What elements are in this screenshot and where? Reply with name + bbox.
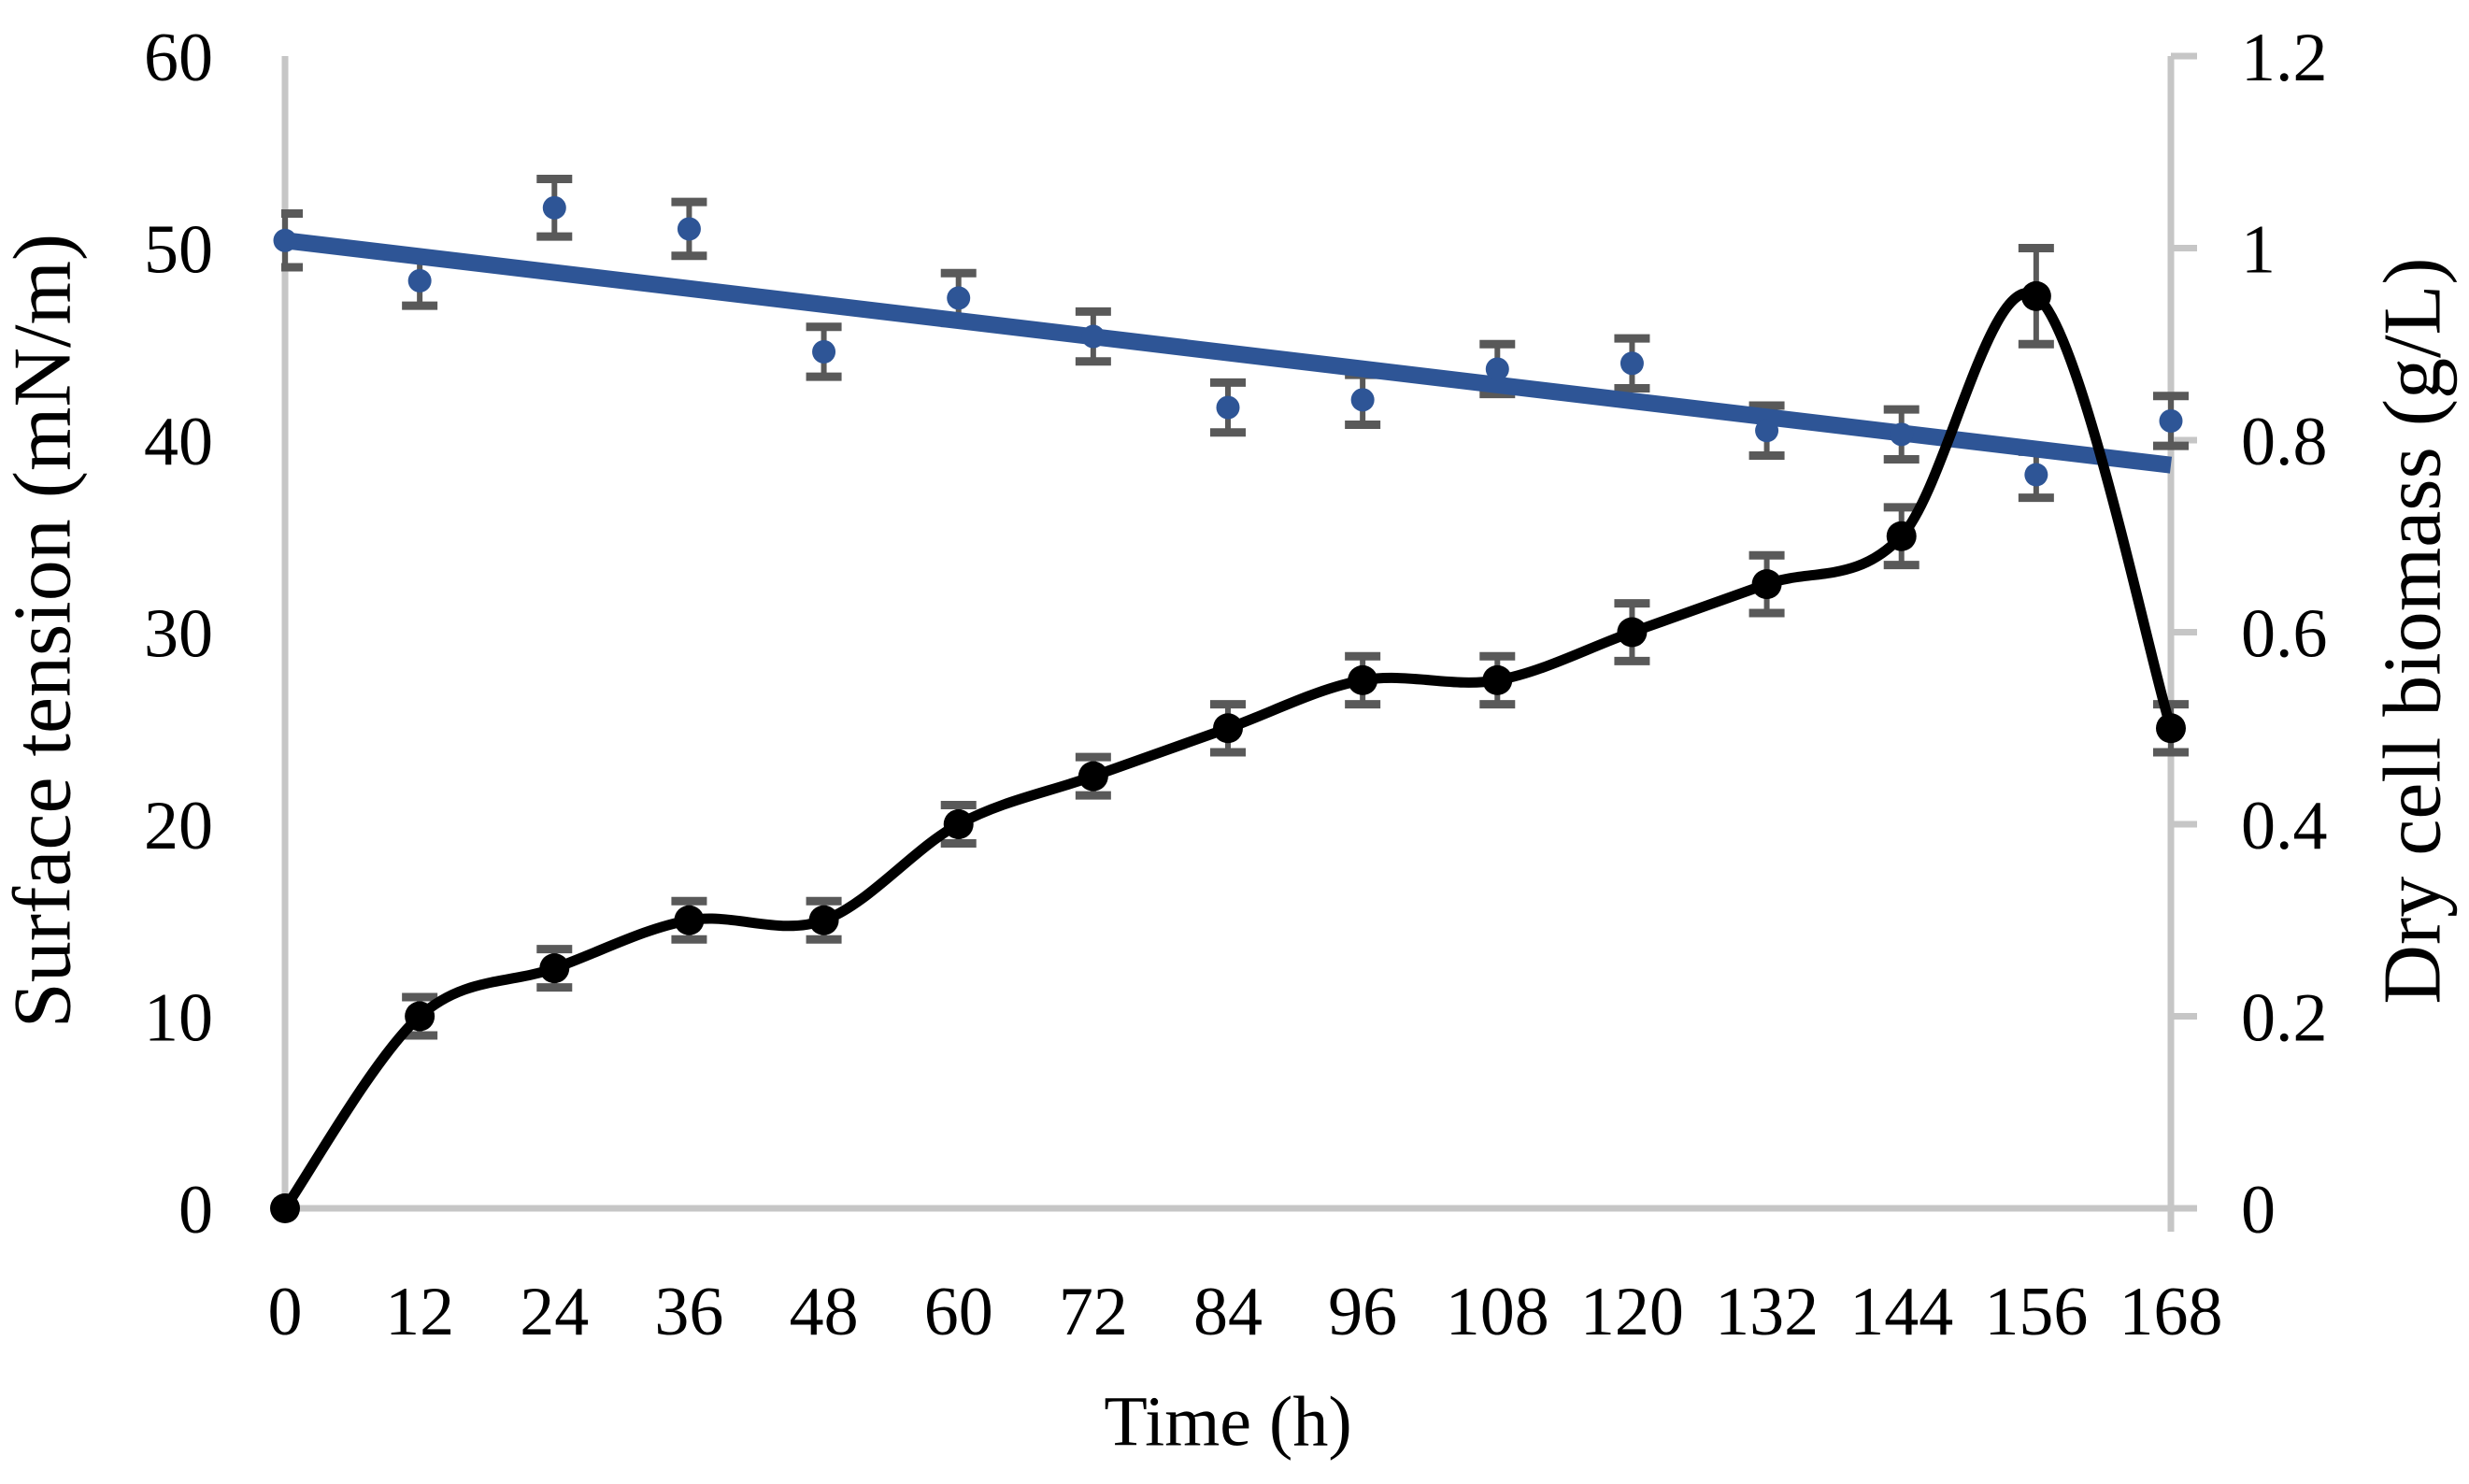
biomass-point: [405, 1001, 435, 1032]
y-right-tick-label: 0.2: [2241, 980, 2328, 1057]
surface-tension-point: [677, 217, 701, 241]
x-tick-label: 144: [1849, 1274, 1953, 1350]
y-right-tick-label: 0.4: [2241, 788, 2328, 864]
x-tick-label: 168: [2119, 1274, 2223, 1350]
y-left-tick-label: 60: [144, 20, 213, 96]
biomass-point: [2156, 713, 2186, 744]
x-tick-label: 72: [1059, 1274, 1128, 1350]
biomass-point: [808, 905, 839, 935]
x-tick-label: 120: [1580, 1274, 1684, 1350]
x-tick-label: 156: [1984, 1274, 2088, 1350]
biomass-curve: [279, 288, 2176, 1214]
left-axis-title: Surface tension (mN/m): [0, 233, 89, 1029]
surface-tension-point: [2024, 463, 2048, 487]
surface-tension-error-bars: [281, 175, 2189, 503]
x-tick-label: 84: [1193, 1274, 1263, 1350]
biomass-point: [674, 905, 705, 935]
biomass-point: [1213, 713, 1243, 744]
trendline-group: [283, 232, 2173, 474]
surface-tension-points: [273, 195, 2183, 487]
surface-tension-point: [812, 339, 836, 364]
biomass-point: [943, 809, 974, 839]
surface-tension-point: [947, 286, 971, 310]
surface-tension-point: [2159, 408, 2183, 433]
x-tick-label: 108: [1446, 1274, 1549, 1350]
surface-tension-point: [1216, 395, 1240, 420]
biomass-point: [270, 1193, 300, 1223]
surface-tension-point: [1350, 388, 1375, 412]
tick-labels: 0 10 20 30 40 50 60 0 0.2 0.4 0.6 0.8 1 1.2 0 12 24 36 48 6…: [144, 20, 2328, 1350]
surface-tension-point: [1485, 357, 1509, 381]
surface-tension-point: [1755, 419, 1779, 443]
y-left-tick-label: 30: [144, 596, 213, 673]
y-left-tick-label: 50: [144, 212, 213, 289]
y-left-tick-label: 10: [144, 980, 213, 1057]
y-right-tick-label: 1: [2241, 212, 2276, 289]
biomass-point: [1078, 761, 1108, 792]
biomass-curve-group: [279, 288, 2176, 1214]
surface-tension-point: [1081, 324, 1106, 349]
x-tick-label: 60: [924, 1274, 993, 1350]
y-right-tick-label: 0: [2241, 1172, 2276, 1249]
y-left-tick-label: 0: [178, 1172, 213, 1249]
surface-tension-point: [542, 195, 566, 220]
x-axis-title: Time (h): [1104, 1382, 1352, 1462]
surface-tension-point: [407, 268, 432, 293]
y-left-tick-label: 40: [144, 404, 213, 480]
biomass-point: [1348, 664, 1378, 695]
y-right-tick-label: 0.6: [2241, 596, 2328, 673]
biomass-points: [270, 280, 2186, 1223]
right-axis-title: Dry cell biomass (g/L): [2367, 257, 2459, 1005]
x-tick-label: 36: [654, 1274, 723, 1350]
y-left-tick-label: 20: [144, 788, 213, 864]
x-tick-label: 12: [385, 1274, 454, 1350]
surface-tension-point: [1890, 422, 1914, 447]
x-tick-label: 96: [1328, 1274, 1397, 1350]
x-tick-label: 132: [1715, 1274, 1819, 1350]
biomass-point: [1886, 521, 1917, 551]
x-tick-label: 0: [268, 1274, 303, 1350]
biomass-point: [2020, 280, 2051, 311]
biomass-point: [1482, 664, 1513, 695]
y-right-tick-label: 1.2: [2241, 20, 2328, 96]
y-right-tick-label: 0.8: [2241, 404, 2328, 480]
surface-tension-point: [273, 228, 297, 252]
biomass-point: [1617, 617, 1648, 648]
x-tick-label: 48: [790, 1274, 859, 1350]
biomass-point: [539, 953, 570, 984]
x-tick-label: 24: [520, 1274, 589, 1350]
surface-tension-point: [1620, 351, 1644, 376]
surface-tension-trendline: [283, 232, 2173, 474]
biomass-point: [1751, 569, 1782, 600]
